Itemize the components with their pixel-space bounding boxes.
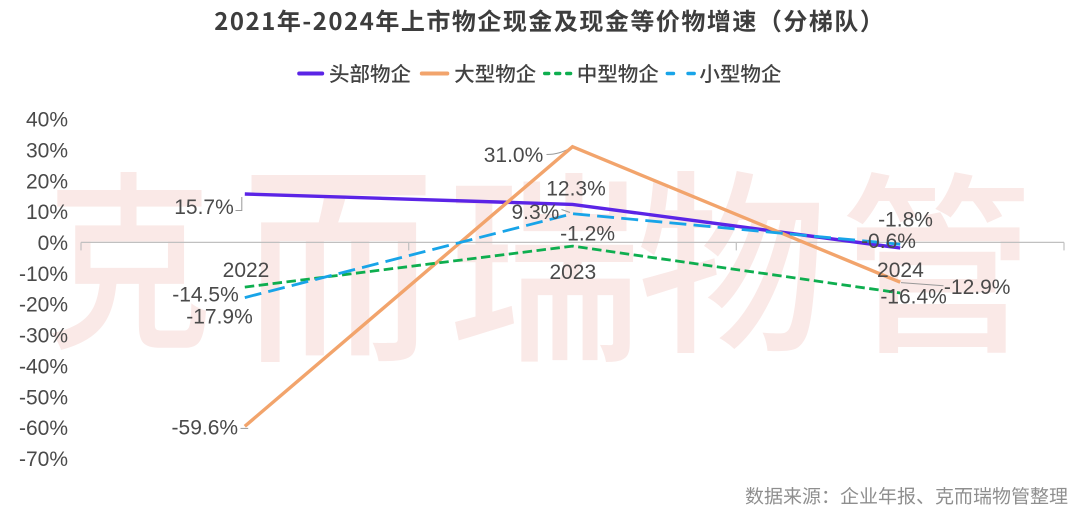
svg-text:-16.4%: -16.4% [880, 285, 947, 308]
svg-text:-20%: -20% [19, 294, 68, 317]
svg-text:2024: 2024 [877, 259, 924, 282]
svg-text:-12.9%: -12.9% [944, 276, 1011, 299]
svg-text:9.3%: 9.3% [511, 201, 559, 224]
svg-text:-17.9%: -17.9% [186, 305, 253, 328]
svg-text:-50%: -50% [19, 386, 68, 409]
svg-text:-70%: -70% [19, 448, 68, 471]
svg-text:0%: 0% [38, 232, 68, 255]
svg-text:-40%: -40% [19, 355, 68, 378]
svg-text:30%: 30% [26, 139, 68, 162]
svg-text:-59.6%: -59.6% [172, 417, 239, 440]
svg-text:31.0%: 31.0% [484, 144, 544, 167]
svg-text:2023: 2023 [549, 261, 596, 284]
svg-text:-1.8%: -1.8% [878, 209, 933, 232]
svg-text:-60%: -60% [19, 417, 68, 440]
svg-text:-10%: -10% [19, 263, 68, 286]
svg-text:40%: 40% [26, 109, 68, 132]
svg-text:12.3%: 12.3% [546, 177, 606, 200]
svg-text:15.7%: 15.7% [174, 196, 234, 219]
svg-text:20%: 20% [26, 170, 68, 193]
svg-text:10%: 10% [26, 201, 68, 224]
svg-text:-30%: -30% [19, 325, 68, 348]
svg-text:-14.5%: -14.5% [172, 284, 239, 307]
svg-text:-1.2%: -1.2% [560, 223, 615, 246]
svg-text:2022: 2022 [223, 259, 270, 282]
svg-text:-0.6%: -0.6% [861, 230, 916, 253]
